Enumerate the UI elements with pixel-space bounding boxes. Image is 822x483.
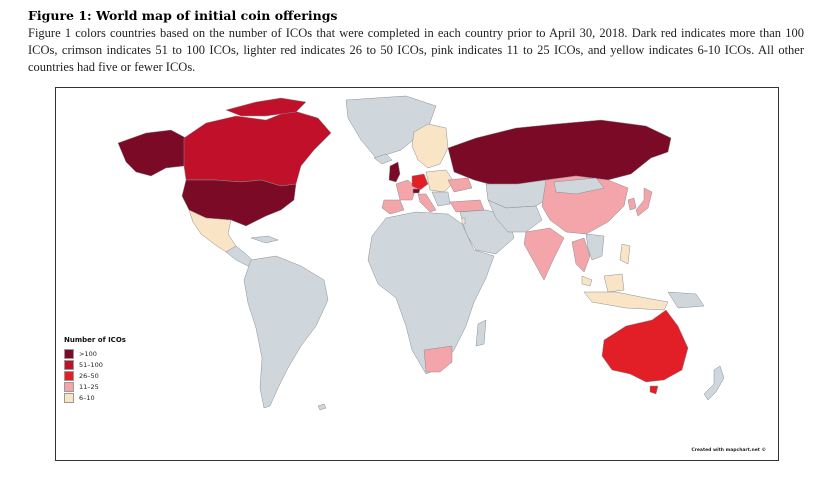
russia [447, 119, 672, 187]
legend-label: >100 [79, 349, 97, 358]
borneo [603, 273, 625, 293]
india [523, 227, 565, 281]
map-legend: Number of ICOs >100 51–100 26–50 11–25 6… [64, 336, 126, 403]
philippines [619, 243, 631, 265]
africa [367, 211, 495, 375]
legend-swatch [64, 370, 74, 381]
turkey [449, 199, 485, 213]
eastern-europe [425, 169, 455, 193]
australia [601, 309, 689, 383]
italy [417, 193, 437, 213]
united-kingdom [388, 161, 401, 183]
legend-label: 26–50 [79, 371, 99, 380]
south-georgia [317, 403, 327, 411]
map-credit: Created with mapchart.net © [691, 448, 766, 453]
germany [411, 173, 429, 191]
legend-swatch [64, 359, 74, 370]
canada [183, 109, 332, 187]
greenland [345, 95, 437, 159]
legend-item-11-25: 11–25 [64, 381, 126, 392]
madagascar [475, 319, 487, 347]
iran-region [487, 199, 543, 233]
france [395, 179, 417, 201]
israel [461, 217, 466, 225]
japan [635, 187, 653, 217]
legend-title: Number of ICOs [64, 336, 126, 344]
ukraine [447, 177, 473, 193]
world-map: Number of ICOs >100 51–100 26–50 11–25 6… [55, 87, 779, 461]
legend-item-26-50: 26–50 [64, 370, 126, 381]
caribbean [250, 235, 279, 244]
spain [381, 199, 405, 215]
thailand [571, 237, 591, 273]
scandinavia [411, 123, 449, 169]
legend-swatch [64, 348, 74, 359]
legend-label: 11–25 [79, 382, 99, 391]
new-guinea [667, 291, 705, 309]
legend-swatch [64, 392, 74, 403]
switzerland [412, 188, 421, 194]
south-america [243, 255, 329, 409]
malaysia [581, 275, 593, 287]
legend-item-gt100: >100 [64, 348, 126, 359]
figure-caption: Figure 1 colors countries based on the n… [28, 26, 804, 74]
indonesia [583, 291, 669, 311]
new-zealand [703, 365, 725, 401]
legend-item-6-10: 6–10 [64, 392, 126, 403]
legend-item-51-100: 51–100 [64, 359, 126, 370]
world-map-svg [117, 95, 725, 411]
legend-label: 51–100 [79, 360, 103, 369]
canada-arctic-islands [225, 97, 307, 117]
balkans [431, 191, 451, 207]
figure-title: Figure 1: World map of initial coin offe… [28, 8, 338, 23]
legend-label: 6–10 [79, 393, 95, 402]
legend-swatch [64, 381, 74, 392]
alaska-usa [117, 129, 187, 177]
south-korea [627, 197, 637, 211]
south-africa [423, 345, 453, 373]
mongolia [553, 177, 605, 195]
indochina [585, 233, 605, 261]
iceland [373, 153, 393, 165]
tasmania [649, 385, 659, 395]
